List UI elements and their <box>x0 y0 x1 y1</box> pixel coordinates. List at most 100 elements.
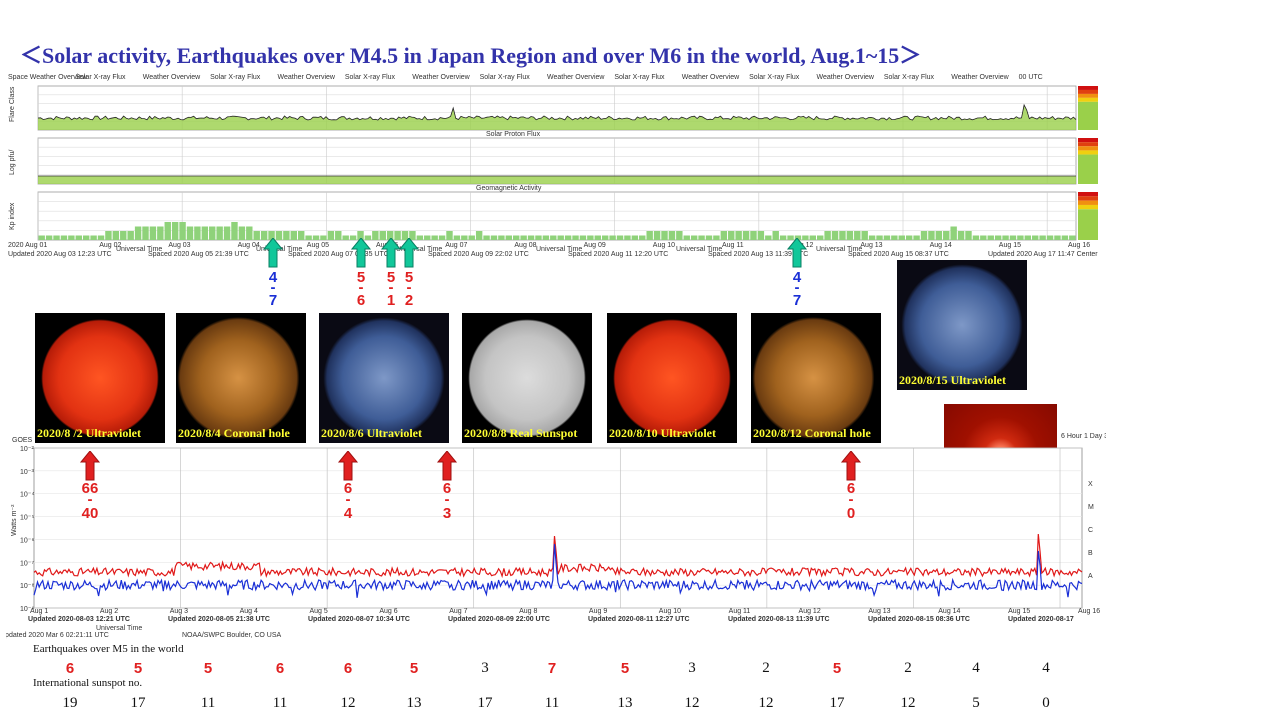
class-label: B <box>1088 550 1093 557</box>
header-label: Weather Overview <box>412 74 470 81</box>
kp-bar <box>728 231 735 240</box>
kp-bar <box>327 231 335 240</box>
date-tick-label: Aug 7 <box>449 608 467 615</box>
xray-long-series <box>33 533 1083 579</box>
kp-bar <box>290 231 297 240</box>
header-label: Solar X-ray Flux <box>884 74 935 81</box>
kp-bar <box>913 235 920 240</box>
red-arrow-label: - <box>345 491 351 508</box>
kp-bar <box>824 231 831 240</box>
kp-bar <box>564 235 572 240</box>
kp-bar <box>876 235 883 240</box>
kp-bar <box>194 226 201 240</box>
green-arrow <box>787 238 807 268</box>
red-arrow-label: 40 <box>81 505 99 522</box>
kp-bar <box>364 235 372 240</box>
green-arrow-label: 5 <box>356 269 366 286</box>
kp-bar <box>943 231 950 240</box>
space-weather-overview-panel: Space Weather Overview Solar X-ray Flux We… <box>6 72 1106 258</box>
kp-bar <box>787 235 794 240</box>
updated-label: Updated 2020-08-11 12:27 UTC <box>588 616 690 623</box>
class-label: X <box>1088 481 1093 488</box>
y-tick-label: 10⁻⁷ <box>20 560 34 567</box>
kp-bar <box>779 235 787 240</box>
date-tick-label: Aug 10 <box>653 242 675 249</box>
earthquake-value: 5 <box>832 660 842 677</box>
kp-bar <box>676 231 683 240</box>
kp-bar <box>661 231 668 240</box>
header-label: Solar X-ray Flux <box>480 74 531 81</box>
red-arrow-label: 66 <box>81 480 99 497</box>
xray-flux-panel: GOES 6 Hour 1 Day 3 Day 10⁻² 10⁻³ 10⁻⁴ 10⁻⁵ 10… <box>6 426 1106 642</box>
kp-bar <box>164 222 171 240</box>
y-tick-label: 10⁻⁹ <box>20 606 34 613</box>
updated-label: Updated 2020-08-05 21:38 UTC <box>168 616 270 623</box>
kp-bar <box>1061 235 1069 240</box>
scale-swatch <box>1078 196 1098 201</box>
kp-bar <box>1002 235 1009 240</box>
image-caption: 2020/8 /2 Ultraviolet <box>37 426 141 440</box>
sunspot-value: 11 <box>544 695 560 711</box>
sun-image-uv-blue: 2020/8/6 Ultraviolet <box>319 313 449 443</box>
kp-bar <box>616 235 624 240</box>
updated-label: Spaced 2020 Aug 15 08:37 UTC <box>848 251 949 258</box>
kp-bar <box>186 226 194 240</box>
proton-label: Solar Proton Flux <box>486 131 541 138</box>
kp-bar <box>498 235 505 240</box>
kp-bar <box>149 226 157 240</box>
proton-area <box>38 176 1076 184</box>
kp-bar <box>238 226 246 240</box>
sunspot-label: International sunspot no. <box>33 677 143 689</box>
kp-bar <box>868 235 876 240</box>
kp-bar <box>742 231 750 240</box>
updated-label: Updated 2020-08-13 11:39 UTC <box>728 616 830 623</box>
kp-bar <box>320 235 327 240</box>
kp-bar <box>120 231 127 240</box>
red-arrow-shape <box>840 451 862 481</box>
header-label: Solar X-ray Flux <box>614 74 665 81</box>
kp-bar <box>283 231 290 240</box>
kp-bar <box>698 235 705 240</box>
date-tick-label: Aug 8 <box>519 608 537 615</box>
red-arrow <box>337 451 359 481</box>
green-arrow-shape <box>787 238 807 268</box>
kp-bar <box>861 231 868 240</box>
green-arrow-label: - <box>388 279 394 296</box>
red-arrow-label: 4 <box>343 505 353 522</box>
universal-time-label: Universal Time <box>816 246 862 253</box>
kp-bar <box>957 231 965 240</box>
sunspot-value: 17 <box>477 695 493 711</box>
image-caption: 2020/8/4 Coronal hole <box>178 426 290 440</box>
kp-bar <box>431 235 438 240</box>
kp-bar <box>409 231 416 240</box>
kp-bar <box>416 235 424 240</box>
kp-bar <box>1069 235 1076 240</box>
y-tick-label: 10⁻³ <box>20 469 34 476</box>
kp-bar <box>490 235 498 240</box>
header-label: Weather Overview <box>951 74 1009 81</box>
kp-bar <box>817 235 824 240</box>
updated-label: Spaced 2020 Aug 05 21:39 UTC <box>148 251 249 258</box>
earthquake-value: 6 <box>275 660 285 677</box>
kp-bar <box>505 235 513 240</box>
date-tick-label: Aug 16 <box>1078 608 1100 615</box>
updated-label: Spaced 2020 Aug 13 11:39 UTC <box>708 251 808 258</box>
green-arrow <box>351 238 371 268</box>
date-tick-label: Aug 11 <box>729 608 751 615</box>
kp-bar <box>1032 235 1039 240</box>
kp-bar <box>713 235 720 240</box>
kp-bar <box>68 235 75 240</box>
kp-bar <box>298 231 305 240</box>
earthquake-value: 6 <box>65 660 75 677</box>
sunspot-value: 11 <box>272 695 288 711</box>
class-label: M <box>1088 504 1094 511</box>
scale-swatch <box>1078 86 1098 90</box>
date-tick-label: Aug 2 <box>100 608 118 615</box>
date-tick-label: Aug 14 <box>938 608 960 615</box>
kp-bar <box>475 231 483 240</box>
red-arrow-label: 6 <box>343 480 353 497</box>
kp-bar <box>980 235 987 240</box>
scale-swatch <box>1078 89 1098 94</box>
xray-short-series <box>33 543 1083 598</box>
sunspot-value: 17 <box>130 695 146 711</box>
